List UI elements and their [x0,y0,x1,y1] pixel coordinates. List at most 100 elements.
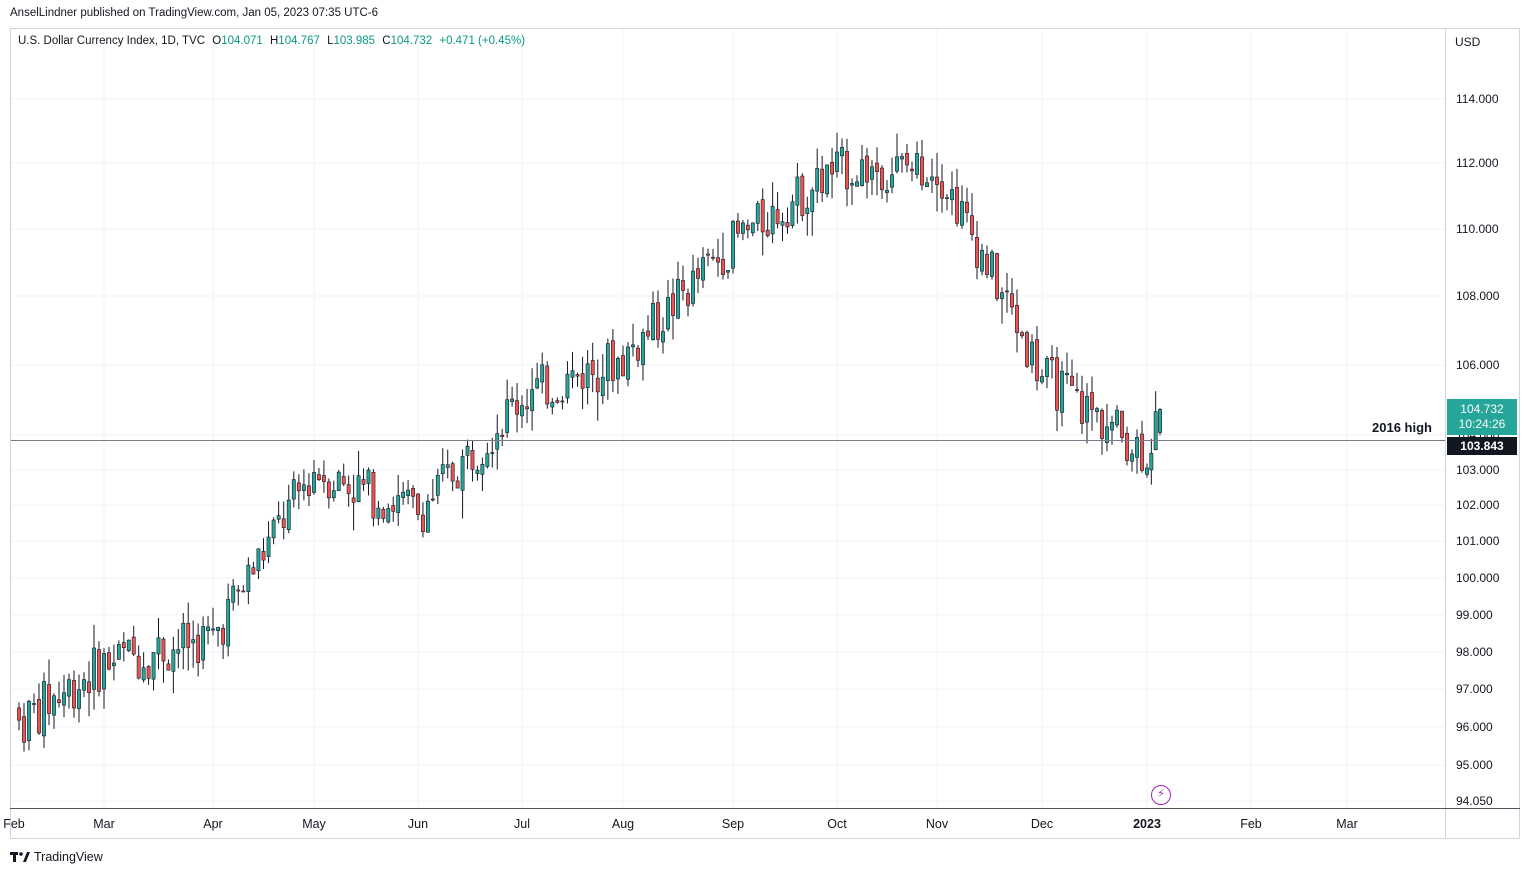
candle-body [1140,433,1144,471]
candle-body [485,453,490,467]
candle-body [381,509,386,519]
candle-body [895,156,899,172]
low-label: L [327,35,334,47]
candle-body [121,642,126,648]
candle-body [126,639,131,652]
candle-body [191,639,196,644]
candle-body [990,251,994,277]
candle-body [480,464,485,475]
x-tick-label: Feb [1240,817,1262,831]
symbol-legend: U.S. Dollar Currency Index, 1D, TVC O104… [18,35,529,47]
candle-body [860,159,864,187]
y-tick-label: 97.000 [1456,682,1493,696]
candle-body [1065,372,1069,376]
candle-body [565,373,570,399]
candle-body [621,355,625,377]
candle-body [525,406,529,410]
x-tick-label: Mar [1336,817,1358,831]
lightning-icon[interactable]: ⚡ [1151,785,1171,805]
close-value: 104.732 [390,35,433,47]
candle-body [535,378,540,389]
candle-body [450,463,455,482]
candle-body [77,689,81,709]
candle-body [900,156,904,160]
y-tick-label: 110.000 [1456,222,1499,236]
candle-body [985,253,989,275]
candle-body [1153,411,1158,450]
candle-body [351,497,356,503]
candle-body [22,716,26,743]
y-tick-label: 100.000 [1456,571,1500,585]
candle-body [87,681,91,694]
candle-body [915,153,919,175]
candle-body [1145,467,1149,475]
candle-body [416,493,420,515]
high-value: 104.767 [278,35,320,47]
candle-body [935,176,939,185]
candle-body [406,489,410,496]
candle-body [475,469,480,474]
candle-body [1158,409,1162,433]
candle-body [47,684,51,714]
candle-body [356,475,361,502]
high-label: H [269,35,279,47]
candle-body [1045,358,1049,377]
candle-body [666,297,670,330]
candle-body [161,638,166,662]
candle-body [671,293,675,316]
candle-body [211,628,215,631]
candle-body [550,401,555,408]
candle-body [1035,339,1039,382]
candle-body [92,647,96,690]
candle-body [1130,453,1134,462]
candle-body [1030,341,1034,366]
time-axis-separator [10,808,1520,809]
candle-body [1040,376,1044,383]
candle-body [610,340,615,381]
candle-body [216,626,220,631]
tradingview-logo-icon [10,852,30,862]
candle-body [291,479,296,500]
candle-body [870,166,874,180]
candle-body [1060,370,1064,413]
candle-body [1115,409,1119,426]
candle-body [296,482,301,492]
candle-body [206,626,210,632]
candle-body [57,699,61,703]
candle-body [322,475,326,482]
candle-body [641,332,645,365]
candle-body [261,550,266,561]
y-tick-label: 106.000 [1456,358,1500,372]
last-price-badge: 104.732 10:24:26 [1447,399,1517,435]
candle-body [800,175,805,216]
candle-body [701,257,705,281]
candle-body [146,666,151,679]
candle-body [32,703,36,705]
open-value: 104.071 [221,35,263,47]
candle-body [560,400,565,403]
footer-brand[interactable]: TradingView [10,850,103,864]
candle-body [840,147,844,157]
candle-body [995,253,999,299]
candle-body [676,278,680,319]
candle-body [271,519,276,539]
candle-body [965,201,969,213]
candle-body [1015,304,1019,333]
candle-body [376,507,381,519]
x-tick-label: May [302,817,326,831]
candle-body [440,464,445,474]
candle-body [651,302,655,340]
candle-body [1000,292,1004,299]
candle-body [855,181,859,187]
x-tick-label: Aug [612,817,634,831]
candle-body [495,433,500,450]
candle-body [850,183,854,186]
candle-body [281,518,286,529]
candle-body [820,168,825,193]
y-tick-label: 103.000 [1456,463,1500,477]
x-tick-label: Apr [203,817,222,831]
candle-body [251,567,256,575]
candle-body [1120,410,1124,438]
candle-body [396,495,401,513]
